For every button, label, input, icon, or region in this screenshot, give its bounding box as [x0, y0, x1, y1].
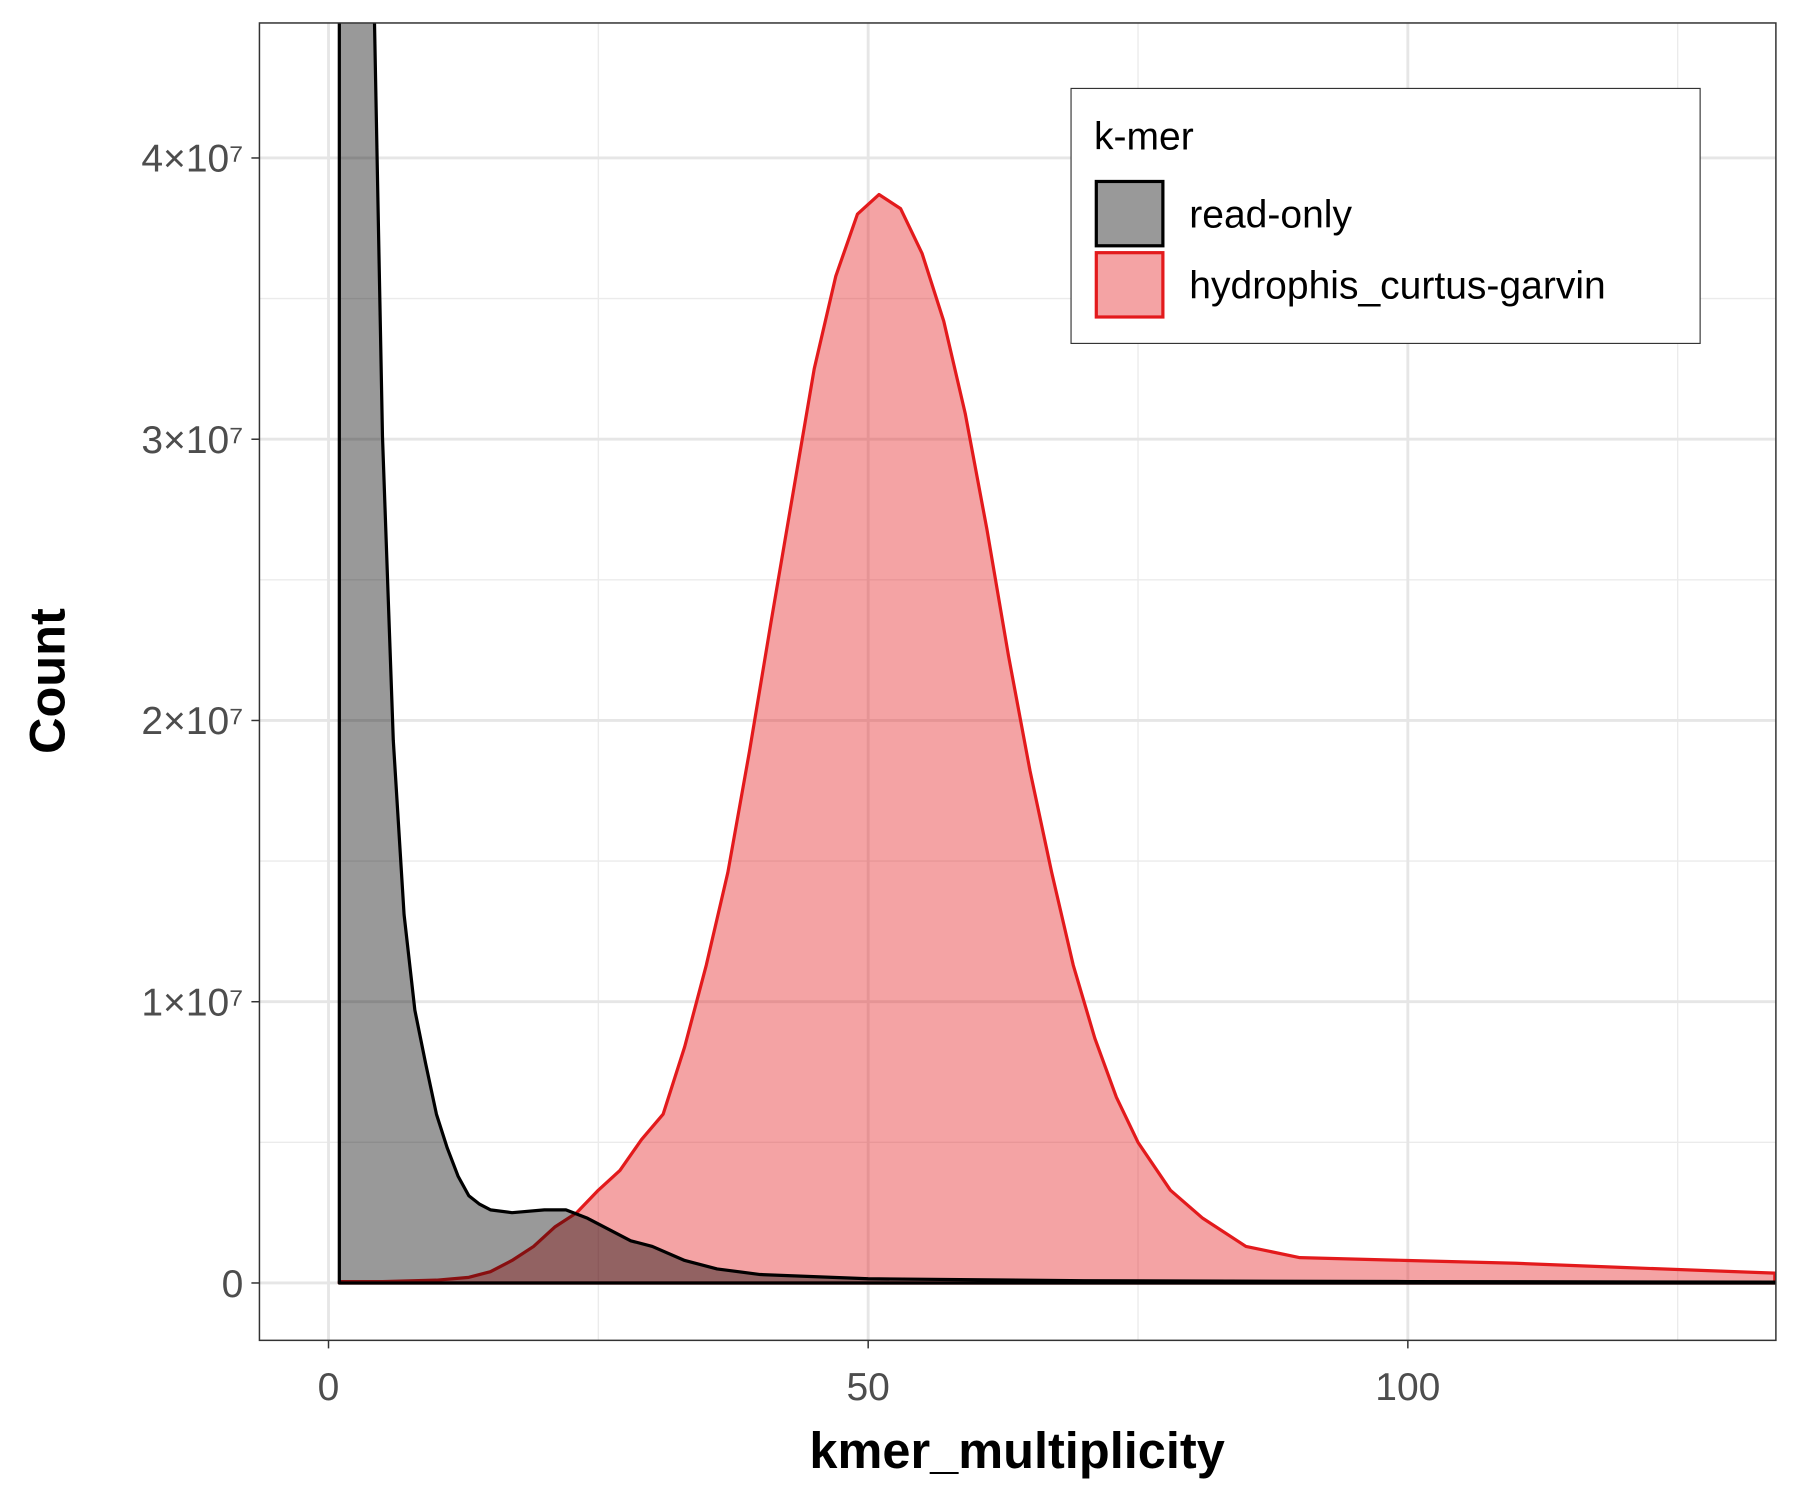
legend-label: hydrophis_curtus-garvin: [1189, 265, 1605, 308]
area-line: [337, 22, 1776, 1285]
legend-box: [1070, 87, 1701, 344]
x-tick-label: 50: [846, 1366, 889, 1409]
x-axis-label: kmer_multiplicity: [809, 1422, 1224, 1479]
x-tick-label: 100: [1375, 1366, 1440, 1409]
legend-swatch: [1094, 251, 1165, 319]
y-tick-label: 0: [222, 1263, 244, 1306]
y-axis-label: Count: [18, 608, 75, 754]
area-line: [337, 192, 1776, 1285]
legend-label: read-only: [1189, 193, 1352, 236]
y-tick-label: 2×10⁷: [141, 700, 243, 743]
legend-key: [1096, 181, 1163, 246]
legend-swatch: [1094, 179, 1165, 248]
legend-key: [1096, 252, 1163, 317]
plot-border: [258, 22, 1777, 1342]
area-fill: [339, 194, 1775, 1283]
y-tick-label: 1×10⁷: [141, 981, 243, 1024]
x-tick-label: 0: [318, 1366, 340, 1409]
y-tick-label: 4×10⁷: [141, 138, 243, 181]
y-tick-label: 3×10⁷: [141, 419, 243, 462]
legend: k-mer read-only hydrophis_curtus-garvin: [1070, 87, 1701, 344]
plot-area: [337, 22, 1776, 1285]
axes: 0 1×10⁷ 2×10⁷ 3×10⁷ 4×10⁷ 0 50 100: [141, 138, 1440, 1409]
legend-title: k-mer: [1094, 115, 1194, 158]
